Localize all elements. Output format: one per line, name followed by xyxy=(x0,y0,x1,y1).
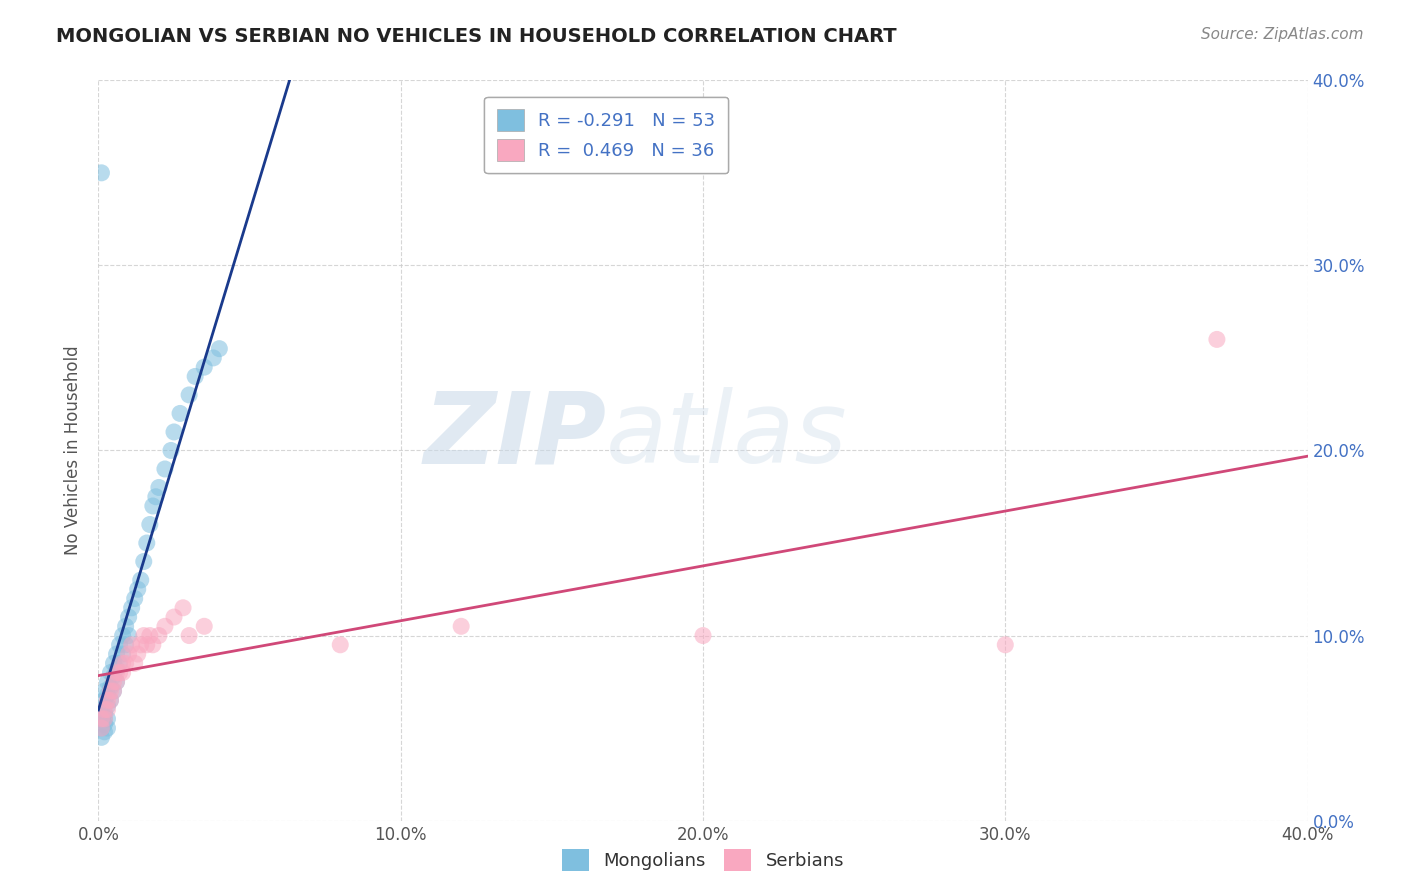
Point xyxy=(1206,332,1229,346)
Point xyxy=(135,536,157,550)
Point xyxy=(96,674,118,689)
Point xyxy=(96,721,118,735)
Point xyxy=(100,684,122,698)
Point xyxy=(179,628,201,642)
Point xyxy=(100,693,122,707)
Text: Source: ZipAtlas.com: Source: ZipAtlas.com xyxy=(1201,27,1364,42)
Point xyxy=(105,662,128,676)
Point xyxy=(139,517,162,532)
Point xyxy=(93,717,115,731)
Point xyxy=(93,703,115,717)
Point xyxy=(93,724,115,739)
Point xyxy=(193,619,215,633)
Legend: R = -0.291   N = 53, R =  0.469   N = 36: R = -0.291 N = 53, R = 0.469 N = 36 xyxy=(484,96,728,173)
Point xyxy=(142,638,165,652)
Point xyxy=(127,582,149,597)
Point xyxy=(148,628,170,642)
Point xyxy=(90,712,112,726)
Point xyxy=(103,669,125,683)
Point xyxy=(184,369,207,384)
Point xyxy=(93,712,115,726)
Point xyxy=(329,638,352,652)
Point xyxy=(90,721,112,735)
Point xyxy=(132,554,155,569)
Point xyxy=(160,443,183,458)
Point xyxy=(111,647,134,661)
Point xyxy=(108,665,131,680)
Point xyxy=(90,721,112,735)
Point xyxy=(103,684,125,698)
Point xyxy=(105,674,128,689)
Point xyxy=(103,657,125,671)
Point xyxy=(129,573,152,587)
Point xyxy=(93,706,115,721)
Point xyxy=(90,712,112,726)
Point xyxy=(100,681,122,695)
Point xyxy=(93,712,115,726)
Point xyxy=(90,703,112,717)
Point xyxy=(90,731,112,745)
Point xyxy=(108,657,131,671)
Point xyxy=(93,684,115,698)
Text: atlas: atlas xyxy=(606,387,848,484)
Point xyxy=(202,351,225,365)
Point xyxy=(96,712,118,726)
Point xyxy=(96,688,118,702)
Text: ZIP: ZIP xyxy=(423,387,606,484)
Legend: Mongolians, Serbians: Mongolians, Serbians xyxy=(555,842,851,879)
Point xyxy=(105,665,128,680)
Point xyxy=(118,610,141,624)
Point xyxy=(179,388,201,402)
Point xyxy=(100,665,122,680)
Point xyxy=(153,619,176,633)
Point xyxy=(450,619,472,633)
Point xyxy=(153,462,176,476)
Point xyxy=(163,425,186,439)
Point xyxy=(172,600,194,615)
Point xyxy=(111,665,134,680)
Point xyxy=(90,166,112,180)
Point xyxy=(103,674,125,689)
Point xyxy=(208,342,231,356)
Point xyxy=(132,628,155,642)
Text: MONGOLIAN VS SERBIAN NO VEHICLES IN HOUSEHOLD CORRELATION CHART: MONGOLIAN VS SERBIAN NO VEHICLES IN HOUS… xyxy=(56,27,897,45)
Point xyxy=(148,481,170,495)
Point xyxy=(145,490,167,504)
Point xyxy=(135,638,157,652)
Point xyxy=(108,638,131,652)
Point xyxy=(105,674,128,689)
Point xyxy=(994,638,1017,652)
Point xyxy=(692,628,714,642)
Point xyxy=(124,657,146,671)
Point xyxy=(114,657,136,671)
Point xyxy=(100,693,122,707)
Point xyxy=(124,591,146,606)
Point xyxy=(103,684,125,698)
Point xyxy=(163,610,186,624)
Point xyxy=(169,407,191,421)
Point xyxy=(127,647,149,661)
Point xyxy=(93,693,115,707)
Point xyxy=(114,619,136,633)
Point xyxy=(111,628,134,642)
Point xyxy=(111,657,134,671)
Point xyxy=(129,638,152,652)
Point xyxy=(139,628,162,642)
Point xyxy=(96,703,118,717)
Point xyxy=(96,693,118,707)
Point xyxy=(118,647,141,661)
Point xyxy=(90,706,112,721)
Point xyxy=(96,698,118,713)
Point xyxy=(114,638,136,652)
Point xyxy=(121,600,143,615)
Y-axis label: No Vehicles in Household: No Vehicles in Household xyxy=(65,345,83,556)
Point xyxy=(142,499,165,513)
Point xyxy=(193,360,215,375)
Point xyxy=(118,628,141,642)
Point xyxy=(105,647,128,661)
Point xyxy=(121,638,143,652)
